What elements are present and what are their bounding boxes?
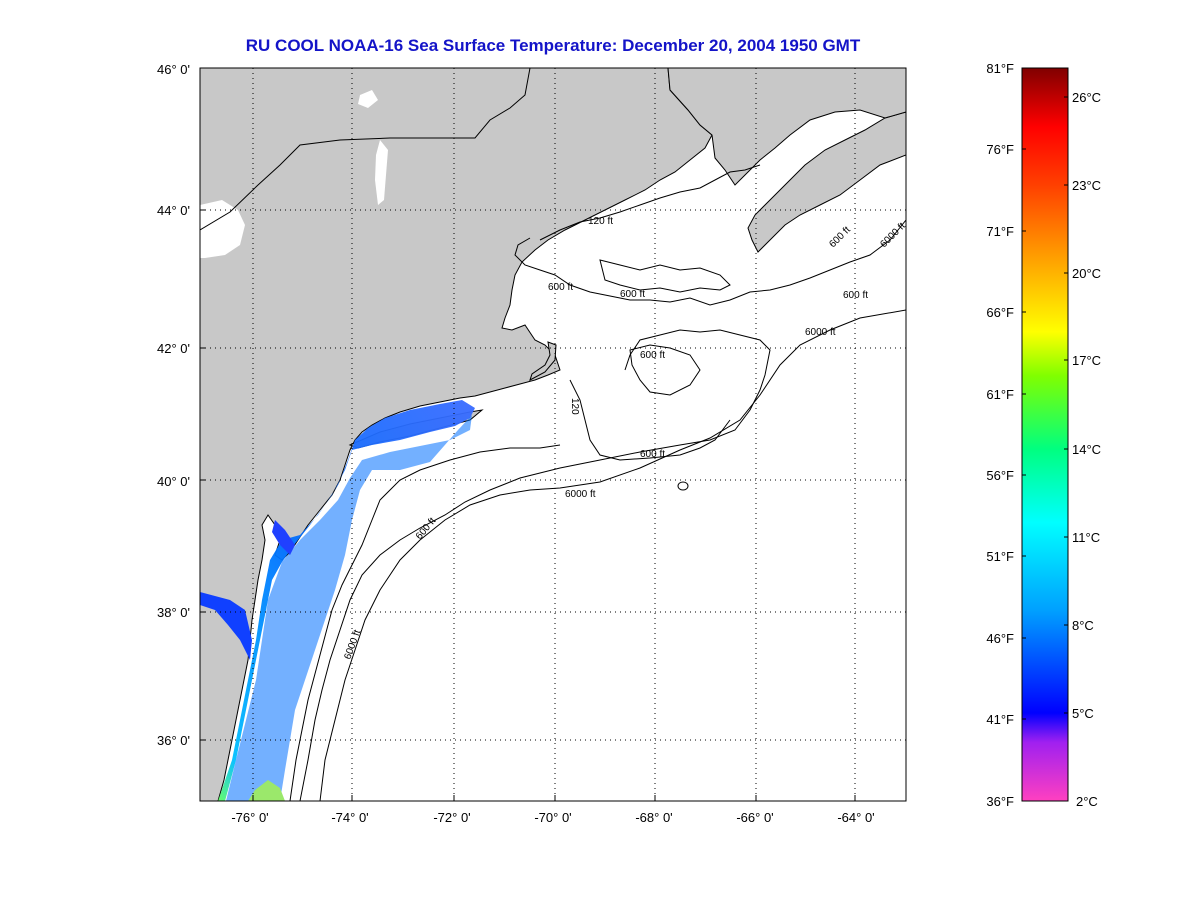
- colorbar-f-label: 66°F: [986, 305, 1014, 320]
- lon-tick-label: -76° 0': [231, 810, 268, 825]
- contour-label: 600 ft: [640, 449, 665, 460]
- contour-label: 600 ft: [548, 282, 573, 293]
- land-new-brunswick: [667, 68, 906, 186]
- lat-tick-label: 46° 0': [157, 62, 190, 77]
- bathymetry-contours: [289, 164, 906, 801]
- contour-600ft: [299, 329, 771, 801]
- colorbar-c-label: 23°C: [1072, 178, 1101, 193]
- colorbar-f-label: 61°F: [986, 387, 1014, 402]
- colorbar-f-label: 51°F: [986, 549, 1014, 564]
- contour-shelf-inner: [289, 444, 561, 801]
- sst-delaware-bay: [272, 520, 295, 555]
- lat-tick-label: 40° 0': [157, 474, 190, 489]
- land-cape-cod: [529, 341, 557, 382]
- sst-chesapeake: [200, 592, 252, 660]
- map-title: RU COOL NOAA-16 Sea Surface Temperature:…: [245, 36, 861, 55]
- lake-champlain: [375, 140, 388, 205]
- colorbar-c-label: 17°C: [1072, 353, 1101, 368]
- land-nova-scotia: [747, 111, 906, 253]
- contour-label: 6000 ft: [565, 489, 596, 500]
- contour-banks: [599, 259, 731, 293]
- island-sable: [677, 481, 689, 491]
- border-line: [200, 68, 531, 231]
- lake-moosehead: [358, 90, 378, 108]
- contour-label: 6000 ft: [805, 327, 836, 338]
- colorbar-f-label: 56°F: [986, 468, 1014, 483]
- contour-600ft-ne: [514, 219, 906, 306]
- colorbar-c-labels: 26°C 23°C 20°C 17°C 14°C 11°C 8°C 5°C 2°…: [1072, 90, 1101, 809]
- map-frame: [199, 67, 907, 802]
- grid-lines: [200, 68, 906, 801]
- contour-label: 600 ft: [620, 289, 645, 300]
- lon-tick-label: -64° 0': [837, 810, 874, 825]
- lat-tick-label: 38° 0': [157, 605, 190, 620]
- lat-tick-labels: 46° 0' 44° 0' 42° 0' 40° 0' 38° 0' 36° 0…: [157, 62, 190, 748]
- lat-tick-label: 44° 0': [157, 203, 190, 218]
- colorbar-c-label: 11°C: [1072, 530, 1100, 545]
- colorbar-f-label: 36°F: [986, 794, 1014, 809]
- contour-label: 600 ft: [640, 350, 665, 361]
- contour-6000ft-south: [319, 309, 906, 801]
- contour-120ft-gulf: [569, 379, 731, 461]
- lat-tick-label: 36° 0': [157, 733, 190, 748]
- colorbar-f-label: 46°F: [986, 631, 1014, 646]
- colorbar-c-label: 20°C: [1072, 266, 1101, 281]
- lon-tick-label: -70° 0': [534, 810, 571, 825]
- contour-georges: [629, 344, 701, 396]
- colorbar-c-label: 5°C: [1072, 706, 1094, 721]
- lon-tick-label: -66° 0': [736, 810, 773, 825]
- colorbar-c-label: 26°C: [1072, 90, 1101, 105]
- colorbar-f-label: 41°F: [986, 712, 1014, 727]
- contour-label: 120: [569, 398, 580, 415]
- colorbar-f-label: 76°F: [986, 142, 1014, 157]
- colorbar-ticks: [1022, 96, 1068, 720]
- sst-shelf-gradient: [226, 415, 472, 801]
- tick-marks: [200, 209, 856, 801]
- lat-tick-label: 42° 0': [157, 341, 190, 356]
- lon-tick-label: -74° 0': [331, 810, 368, 825]
- colorbar-c-label: 2°C: [1076, 794, 1098, 809]
- lake-ontario: [200, 200, 245, 258]
- colorbar-f-label: 71°F: [986, 224, 1014, 239]
- contour-label: 600 ft: [843, 290, 868, 301]
- colorbar-f-label: 81°F: [986, 61, 1014, 76]
- colorbar-f-labels: 81°F 76°F 71°F 66°F 61°F 56°F 51°F 46°F …: [986, 61, 1014, 809]
- contour-label: 120 ft: [588, 216, 613, 227]
- colorbar: [1021, 67, 1069, 802]
- lon-tick-label: -72° 0': [433, 810, 470, 825]
- contour-120ft: [539, 164, 761, 241]
- colorbar-c-label: 14°C: [1072, 442, 1101, 457]
- colorbar-c-label: 8°C: [1072, 618, 1094, 633]
- sst-warm-patch: [248, 780, 285, 801]
- lon-tick-label: -68° 0': [635, 810, 672, 825]
- lon-tick-labels: -76° 0' -74° 0' -72° 0' -70° 0' -68° 0' …: [231, 810, 874, 825]
